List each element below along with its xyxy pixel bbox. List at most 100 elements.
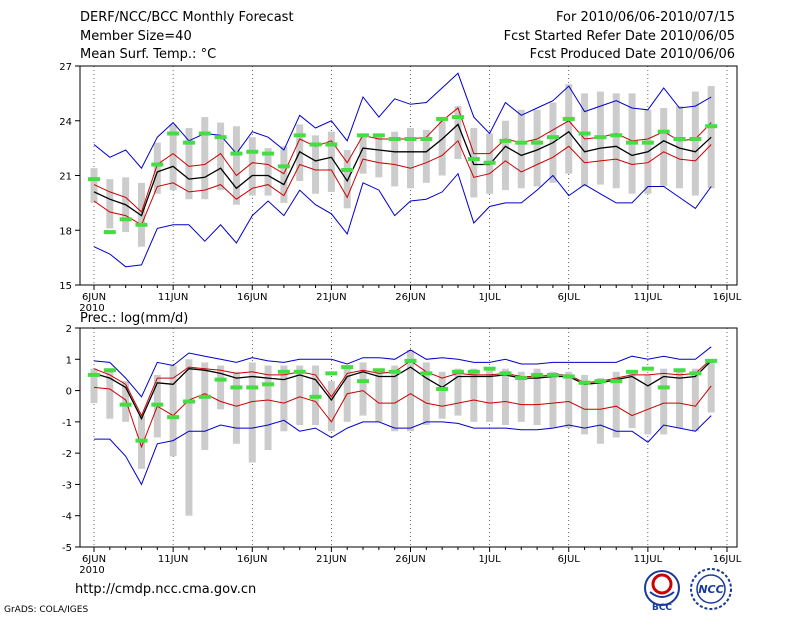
observed-marker [594,379,607,384]
observed-marker [562,374,575,379]
ensemble-range-bar [676,106,684,189]
observed-marker [705,358,718,363]
ensemble-range-bar [565,371,573,429]
y-tick-label: -3 [62,480,72,491]
observed-marker [483,160,496,165]
ensemble-range-bar [581,374,589,435]
ensemble-range-bar [90,168,98,203]
ensemble-range-bar [470,368,478,422]
observed-marker [689,137,702,141]
ensemble-range-bar [359,362,367,416]
ensemble-range-bar [90,368,98,404]
observed-marker [357,133,370,138]
ensemble-range-bar [343,149,351,209]
observed-marker [230,151,243,156]
x-year-label: 2010 [79,565,104,576]
observed-marker [167,131,180,136]
ensemble-range-bar [375,135,383,178]
observed-marker [151,402,164,407]
observed-marker [562,116,575,121]
ensemble-range-bar [707,359,715,413]
observed-marker [325,142,338,147]
x-tick-label: 1JUL [479,554,502,565]
refer-date-label: Fcst Started Refer Date 2010/06/05 [503,29,735,44]
observed-marker [135,222,148,227]
ensemble-range-bar [327,381,335,432]
observed-marker [657,129,670,134]
observed-marker [657,385,670,390]
observed-marker [262,382,275,387]
series-line-min [94,415,712,486]
observed-marker [499,371,512,376]
series-line-mean [93,360,712,421]
series-line-lower [93,385,712,449]
ensemble-range-bar [343,368,351,422]
ensemble-range-bar [375,368,383,422]
observed-marker [372,368,385,373]
x-tick-label: 1JUL [479,292,502,303]
observed-marker [689,371,702,376]
x-tick-label: 26JUN [395,554,425,565]
y-tick-label: 27 [59,62,72,73]
observed-marker [641,366,654,371]
observed-marker [167,415,180,420]
observed-marker [531,140,544,145]
ensemble-range-bar [438,117,446,176]
observed-marker [277,164,290,169]
ensemble-range-bar [644,374,652,435]
ensemble-range-bar [169,124,177,191]
observed-marker [531,372,544,377]
ensemble-range-bar [438,371,446,419]
ensemble-range-bar [359,135,367,174]
x-year-label: 2010 [79,303,104,314]
ensemble-range-bar [122,381,130,422]
observed-marker [103,230,116,235]
series-line-lower [93,139,712,226]
ensemble-range-bar [185,128,193,200]
observed-marker [246,385,259,390]
ensemble-range-bar [565,84,573,174]
observed-marker [610,133,623,138]
x-tick-label: 11JUL [634,292,663,303]
observed-marker [673,137,686,141]
ensemble-range-bar [296,365,304,425]
ensemble-range-bar [470,128,478,198]
source-url[interactable]: http://cmdp.ncc.cma.gov.cn [75,582,257,597]
observed-marker [246,149,259,154]
x-tick-label: 6JUN [82,554,106,565]
observed-marker [388,369,401,374]
plot-frame [79,327,738,548]
observed-marker [262,151,275,156]
series-line-min [93,172,712,268]
observed-marker [341,365,354,370]
observed-marker [103,368,116,373]
y-tick-label: 18 [59,226,72,237]
observed-marker [309,142,322,147]
observed-marker [578,380,591,385]
ensemble-range-bar [581,93,589,187]
x-tick-label: 21JUN [316,292,346,303]
observed-marker [293,133,306,138]
ensemble-range-bar [501,120,509,191]
x-tick-label: 11JUN [158,292,188,303]
ensemble-range-bar [106,179,114,229]
x-tick-label: 21JUN [316,554,346,565]
ensemble-range-bar [248,137,256,196]
observed-marker [594,135,607,140]
observed-marker [546,135,559,140]
ensemble-range-bar [248,362,256,463]
ensemble-range-bar [612,93,620,189]
observed-marker [467,369,480,374]
ensemble-range-bar [264,148,272,196]
observed-marker [404,358,417,363]
observed-marker [451,369,464,374]
y-tick-label: -2 [62,449,72,460]
ensemble-range-bar [407,128,414,189]
observed-marker [214,377,227,382]
member-size-label: Member Size=40 [80,29,192,44]
ensemble-range-bar [280,146,288,203]
x-tick-label: 6JUN [82,292,106,303]
ensemble-range-bar [153,142,161,194]
ensemble-range-bar [533,368,541,425]
ncc-logo-text: NCC [698,583,723,596]
